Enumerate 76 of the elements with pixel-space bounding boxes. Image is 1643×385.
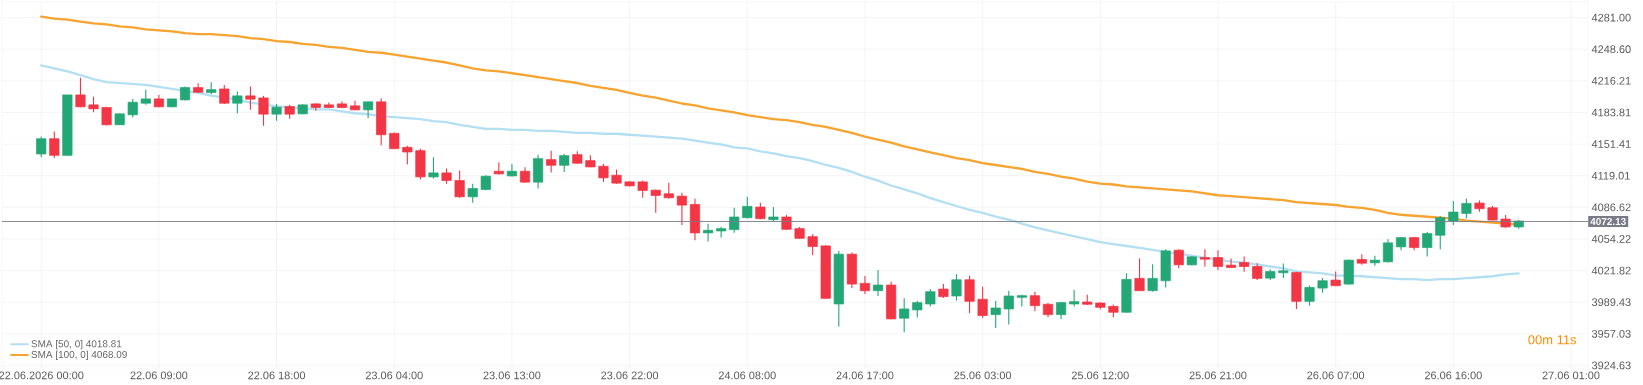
- candlestick: [546, 150, 557, 174]
- candlestick: [859, 275, 871, 295]
- candlestick: [1461, 197, 1472, 219]
- candlestick: [1029, 291, 1040, 312]
- x-tick-label: 26.06 07:00: [1307, 371, 1365, 380]
- candlestick: [1369, 255, 1380, 267]
- y-tick-label: 4248.60: [1591, 45, 1631, 54]
- y-tick-label: 4021.82: [1591, 266, 1631, 275]
- y-tick-label: 4183.81: [1591, 108, 1631, 117]
- x-tick-label: 23.06 22:00: [601, 371, 659, 380]
- candlestick: [1226, 257, 1237, 269]
- candlestick: [245, 86, 256, 111]
- candlestick: [1003, 290, 1014, 326]
- y-tick-label: 4151.41: [1591, 140, 1631, 148]
- candlestick: [1016, 294, 1027, 308]
- candlestick: [1448, 200, 1459, 226]
- candlestick: [258, 95, 269, 127]
- candlestick: [676, 192, 687, 226]
- candlestick: [428, 156, 439, 180]
- ref-line-label: 4072.13: [1590, 217, 1626, 225]
- legend-label: SMA [100, 0] 4068.09: [31, 350, 127, 360]
- candlestick: [1239, 255, 1250, 273]
- legend-label: SMA [50, 0] 4018.81: [31, 340, 122, 350]
- candlestick: [716, 226, 727, 239]
- candlestick: [75, 77, 86, 108]
- y-tick-label: 3924.63: [1591, 361, 1631, 370]
- candlestick: [964, 275, 975, 314]
- y-tick-label: 3989.43: [1591, 298, 1631, 307]
- x-tick-label: 25.06 12:00: [1071, 371, 1129, 380]
- candlestick: [127, 98, 138, 119]
- candlestick: [872, 269, 884, 297]
- candlestick: [1199, 248, 1210, 268]
- candlestick: [1422, 231, 1433, 258]
- candlestick: [506, 163, 517, 178]
- candlestick: [1147, 263, 1158, 292]
- annotation: 00m 11s: [1528, 335, 1577, 345]
- candlestick: [650, 188, 661, 214]
- y-tick-label: 4281.00: [1591, 13, 1631, 22]
- x-tick-label: 23.06 04:00: [365, 371, 423, 380]
- candlestick: [36, 135, 47, 158]
- candlestick: [807, 233, 818, 256]
- x-tick-label: 27.06 01:00: [1542, 371, 1600, 380]
- x-tick-label: 22.06.2026 00:00: [0, 371, 84, 380]
- candlestick: [493, 161, 504, 176]
- candlestick: [219, 84, 230, 105]
- candlestick: [977, 286, 988, 319]
- candlestick: [1343, 258, 1354, 286]
- candlestick: [729, 207, 740, 234]
- candlestick: [1173, 248, 1184, 269]
- y-tick-label: 4119.01: [1591, 171, 1630, 180]
- candlestick: [1435, 215, 1446, 250]
- candlestick: [454, 170, 465, 199]
- candlestick: [533, 154, 544, 190]
- y-tick-label: 4054.22: [1591, 235, 1631, 243]
- y-tick-label: 3957.03: [1591, 329, 1631, 338]
- x-tick-label: 25.06 03:00: [954, 371, 1012, 380]
- x-tick-label: 22.06 09:00: [130, 371, 188, 380]
- y-tick-label: 4086.62: [1591, 203, 1631, 212]
- x-tick-label: 23.06 13:00: [483, 371, 541, 380]
- x-tick-label: 24.06 08:00: [718, 371, 776, 380]
- candlestick: [703, 223, 714, 243]
- candlestick: [1134, 257, 1145, 292]
- candlestick: [990, 300, 1001, 329]
- x-tick-label: 26.06 16:00: [1424, 371, 1482, 380]
- x-tick-label: 25.06 21:00: [1189, 371, 1247, 380]
- candlestick: [1212, 249, 1224, 271]
- candlestick: [899, 297, 910, 333]
- x-tick-label: 22.06 18:00: [248, 371, 306, 380]
- x-tick-label: 24.06 17:00: [836, 371, 894, 380]
- candlestick: [467, 183, 478, 204]
- y-tick-label: 4216.21: [1591, 76, 1631, 85]
- candlestick: [49, 130, 60, 159]
- candlestick: [1304, 285, 1315, 307]
- candlestick: [232, 91, 243, 114]
- candlestick: [951, 273, 962, 302]
- candlestick: [402, 145, 413, 166]
